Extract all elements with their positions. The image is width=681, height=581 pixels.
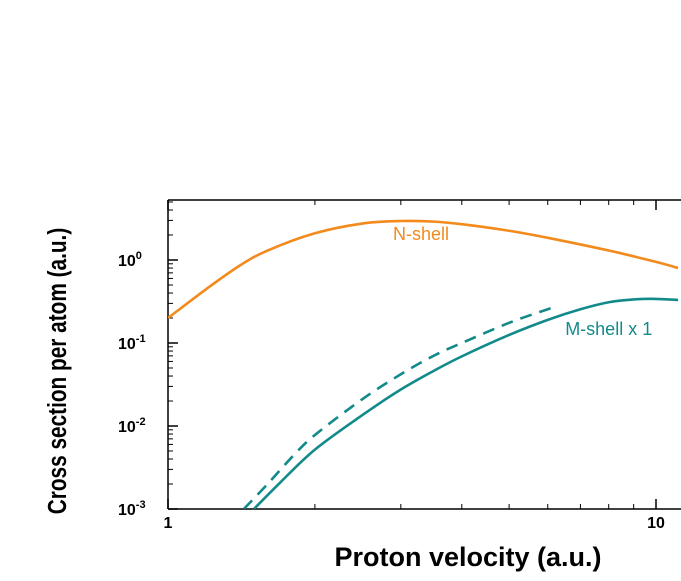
y-tick-label: 10-1 [118, 333, 146, 353]
y-tick-base: 10 [118, 253, 136, 270]
y-tick-base: 10 [118, 419, 136, 436]
y-tick-exponent: -2 [136, 416, 146, 428]
y-tick-label: 10-2 [118, 416, 146, 436]
y-axis-title: Cross section per atom (a.u.) [43, 228, 72, 514]
y-tick-base: 10 [118, 502, 136, 519]
major-ticks [167, 200, 657, 510]
y-tick-exponent: -3 [136, 499, 146, 511]
y-tick-exponent: -1 [136, 333, 146, 345]
series-annotation: M-shell x 1 [565, 319, 652, 339]
y-tick-base: 10 [118, 336, 136, 353]
minor-ticks [168, 200, 635, 509]
series-annotation: N-shell [393, 224, 449, 244]
annotation-layer: N-shell M-shell x 1 [393, 224, 652, 339]
x-tick-label: 1 [164, 515, 173, 532]
plot-frame [167, 199, 681, 510]
series-layer [168, 219, 679, 509]
y-tick-label: 100 [118, 250, 142, 270]
series-line-0 [168, 219, 679, 320]
y-tick-exponent: 0 [136, 250, 142, 262]
x-tick-label: 10 [647, 515, 665, 532]
x-axis-title: Proton velocity (a.u.) [334, 542, 601, 572]
series-line-1 [253, 297, 679, 509]
series-line-2 [242, 304, 559, 509]
y-tick-label: 10-3 [118, 499, 146, 519]
x-tick-labels: 1 10 [164, 515, 665, 532]
